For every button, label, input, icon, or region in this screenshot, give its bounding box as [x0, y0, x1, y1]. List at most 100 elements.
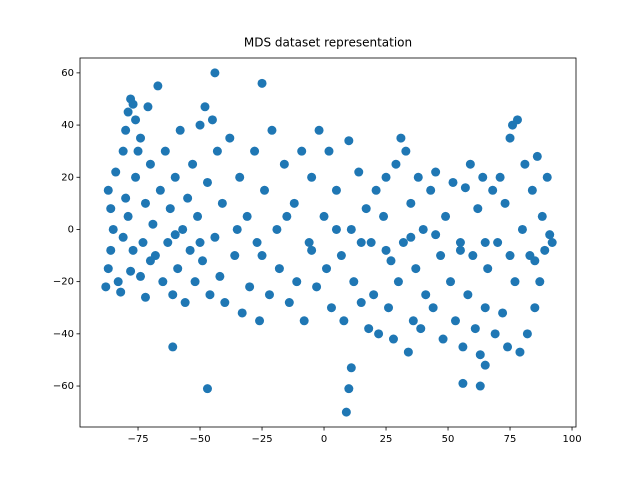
point [225, 133, 235, 143]
point [183, 193, 193, 203]
point [170, 230, 180, 240]
point [446, 277, 456, 287]
point [126, 266, 136, 276]
point [267, 125, 277, 135]
point [128, 245, 138, 255]
x-tick-label: −25 [251, 434, 272, 445]
point [450, 316, 460, 326]
point [540, 245, 550, 255]
point [411, 264, 421, 274]
point [448, 177, 458, 187]
point [339, 316, 349, 326]
point [426, 185, 436, 195]
point [401, 146, 411, 156]
point [153, 81, 163, 91]
point [138, 238, 148, 247]
point [418, 224, 428, 234]
point [148, 219, 158, 229]
point [346, 224, 356, 234]
point [490, 329, 500, 339]
point [498, 308, 508, 318]
point [408, 316, 418, 326]
point [202, 384, 212, 394]
point [252, 238, 262, 247]
point [381, 172, 391, 182]
point [292, 277, 302, 287]
point [140, 292, 150, 302]
point [488, 185, 498, 195]
point [205, 290, 215, 300]
point [542, 172, 552, 182]
point [510, 277, 520, 287]
x-tick-label: −75 [127, 434, 148, 445]
point [463, 290, 473, 300]
point [530, 303, 540, 313]
point [381, 245, 391, 255]
point [346, 363, 356, 373]
point [455, 245, 465, 255]
point [274, 264, 284, 274]
point [133, 146, 143, 156]
point [438, 334, 448, 344]
point [431, 230, 441, 240]
point [230, 251, 240, 261]
point [458, 378, 468, 388]
point [406, 232, 416, 242]
point [356, 298, 366, 308]
point [175, 125, 185, 135]
point [145, 159, 155, 169]
point [178, 224, 188, 234]
point [264, 290, 274, 300]
point [121, 125, 131, 135]
point [165, 204, 175, 214]
point [118, 146, 128, 156]
point [475, 350, 485, 360]
point [364, 324, 374, 334]
point [413, 172, 423, 182]
point [220, 298, 230, 308]
point [140, 198, 150, 208]
point [123, 107, 133, 117]
point [279, 159, 289, 169]
point [207, 115, 217, 125]
point [495, 172, 505, 182]
point [527, 185, 537, 195]
point [319, 211, 329, 221]
points [101, 68, 557, 417]
point [470, 324, 480, 334]
x-tick-label: 100 [562, 434, 581, 445]
point [113, 277, 123, 287]
point [371, 185, 381, 195]
point [250, 146, 260, 156]
point [108, 224, 118, 234]
point [503, 342, 513, 352]
point [366, 238, 376, 247]
point [349, 277, 359, 287]
point [480, 303, 490, 313]
point [198, 256, 208, 266]
y-tick-label: −40 [53, 329, 74, 340]
point [465, 159, 475, 169]
point [520, 159, 530, 169]
point [322, 264, 332, 274]
point [200, 102, 210, 112]
point [245, 282, 255, 292]
point [428, 303, 438, 313]
point [522, 329, 532, 339]
point [242, 211, 252, 221]
point [517, 224, 527, 234]
point [195, 120, 205, 130]
point [173, 264, 183, 274]
y-tick-label: −20 [53, 277, 74, 288]
point [282, 211, 292, 221]
point [406, 198, 416, 208]
point [441, 211, 451, 221]
point [103, 264, 113, 274]
point [331, 224, 341, 234]
point [212, 146, 222, 156]
x-tick-label: 0 [321, 434, 327, 445]
point [202, 177, 212, 187]
point [260, 185, 270, 195]
y-tick-label: 20 [61, 172, 74, 183]
